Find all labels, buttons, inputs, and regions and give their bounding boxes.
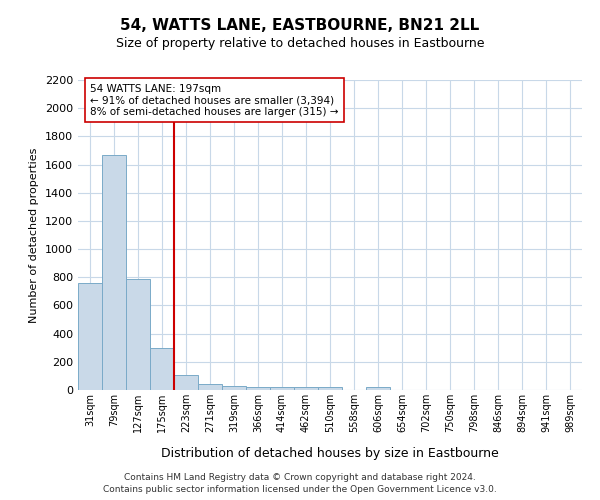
- Bar: [198, 384, 222, 390]
- Text: 54 WATTS LANE: 197sqm
← 91% of detached houses are smaller (3,394)
8% of semi-de: 54 WATTS LANE: 197sqm ← 91% of detached …: [90, 84, 338, 116]
- Bar: [270, 387, 294, 390]
- Bar: [174, 374, 198, 390]
- Bar: [366, 387, 390, 390]
- Bar: [78, 283, 102, 390]
- Bar: [126, 278, 150, 390]
- Bar: [318, 387, 342, 390]
- Text: Distribution of detached houses by size in Eastbourne: Distribution of detached houses by size …: [161, 448, 499, 460]
- Bar: [150, 348, 174, 390]
- Text: 54, WATTS LANE, EASTBOURNE, BN21 2LL: 54, WATTS LANE, EASTBOURNE, BN21 2LL: [121, 18, 479, 32]
- Text: Contains public sector information licensed under the Open Government Licence v3: Contains public sector information licen…: [103, 485, 497, 494]
- Y-axis label: Number of detached properties: Number of detached properties: [29, 148, 40, 322]
- Bar: [246, 387, 270, 390]
- Bar: [222, 386, 246, 390]
- Text: Size of property relative to detached houses in Eastbourne: Size of property relative to detached ho…: [116, 38, 484, 51]
- Bar: [102, 154, 126, 390]
- Text: Contains HM Land Registry data © Crown copyright and database right 2024.: Contains HM Land Registry data © Crown c…: [124, 472, 476, 482]
- Bar: [294, 387, 318, 390]
